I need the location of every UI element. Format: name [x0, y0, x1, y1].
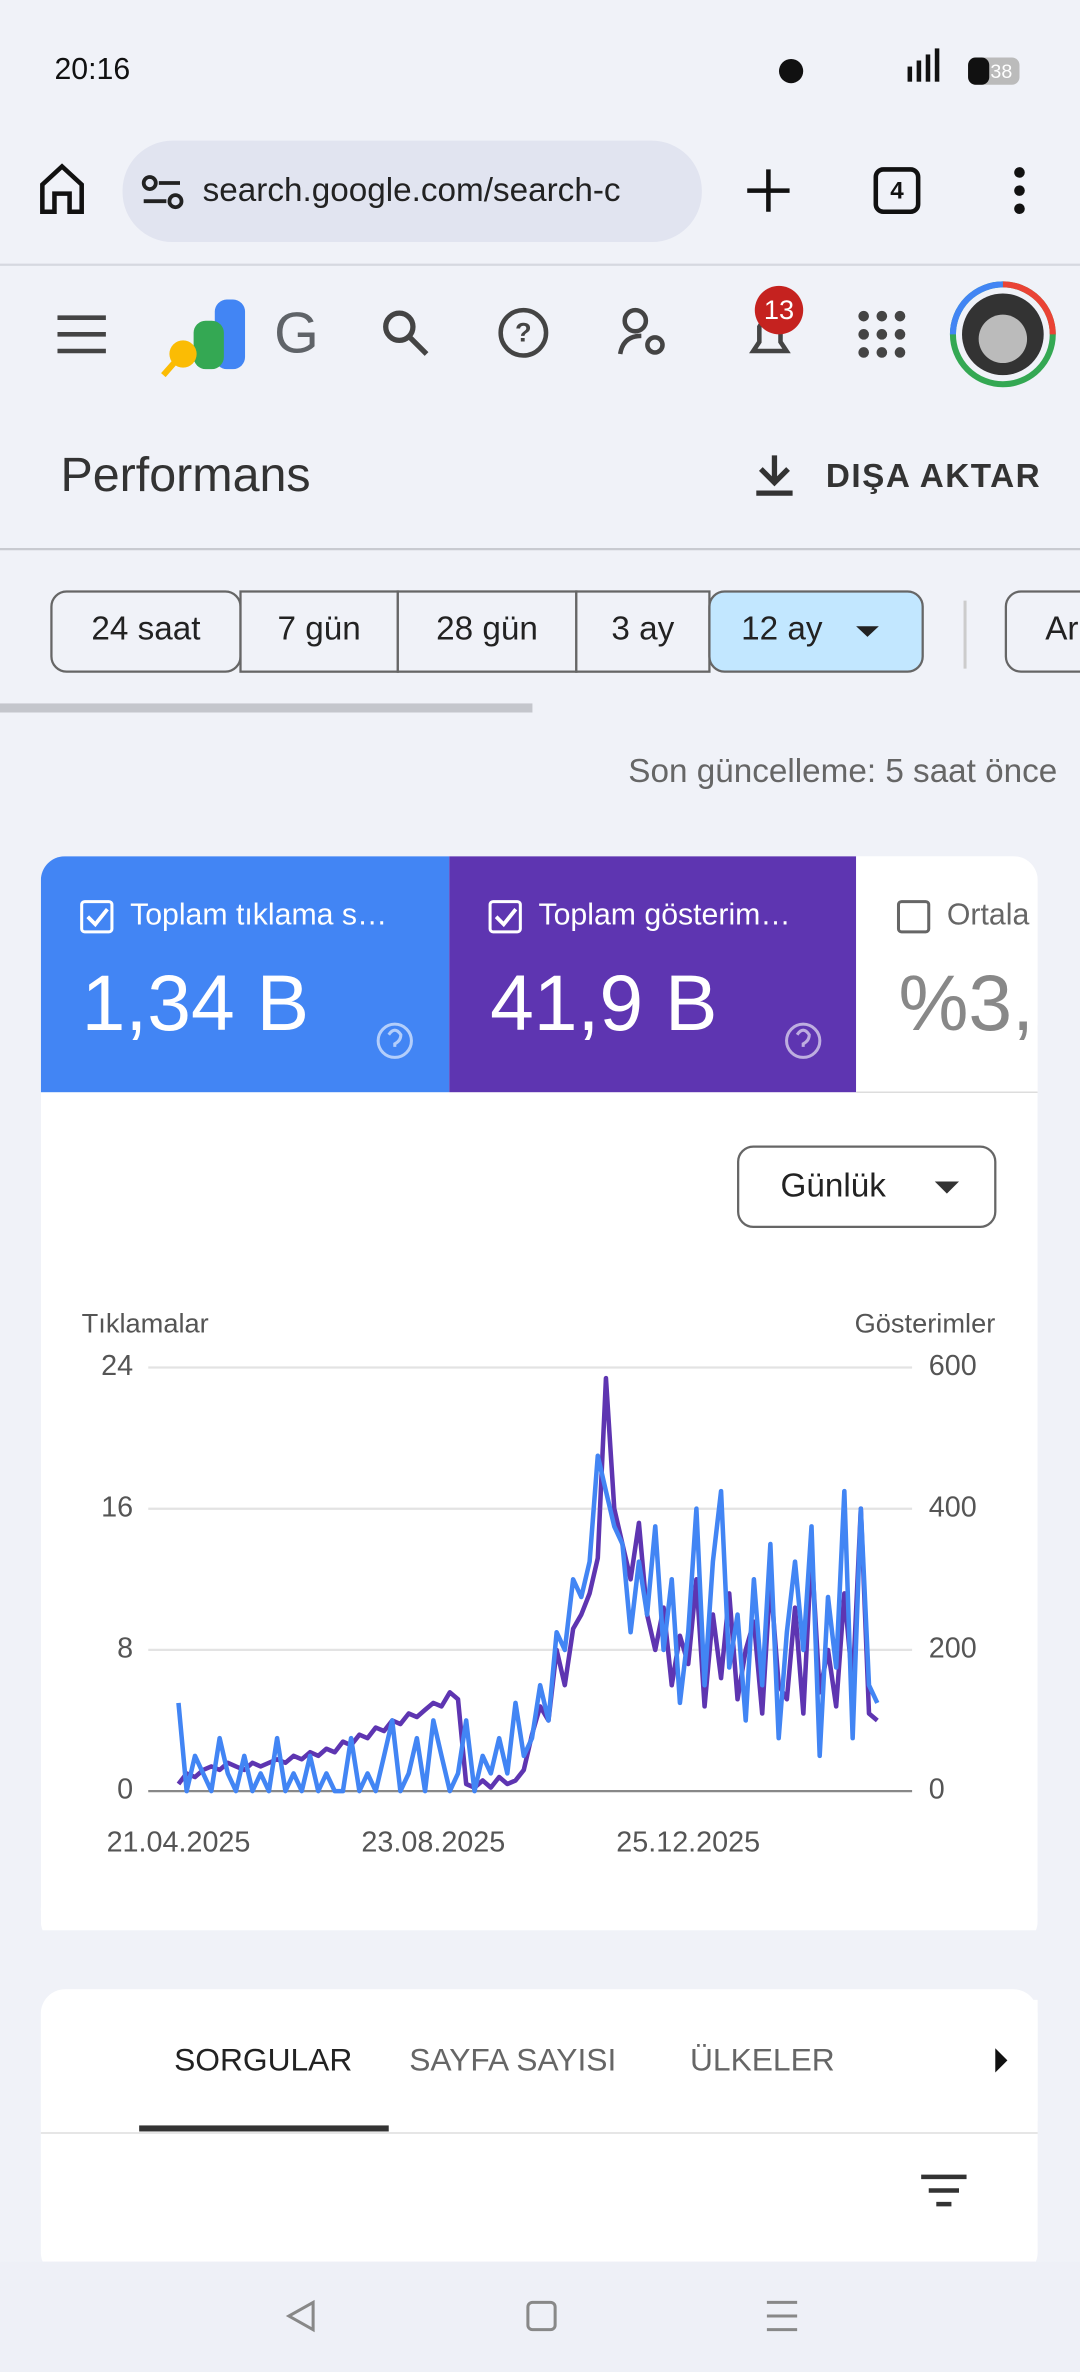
metric-value[interactable]: 41,9 B [490, 959, 717, 1047]
help-icon[interactable] [376, 1022, 413, 1059]
settings-button[interactable] [617, 307, 665, 355]
apps-button[interactable] [858, 310, 906, 358]
series-line [176, 1453, 880, 1794]
tab[interactable]: SAYFA SAYISI [409, 2041, 616, 2077]
checkmark [494, 907, 518, 928]
scroll-indicator [0, 703, 533, 713]
y-tick-label: 0 [117, 1774, 133, 1806]
battery-level: 38 [990, 61, 1012, 83]
help-icon-mark [795, 1028, 811, 1047]
clock: 20:16 [54, 53, 130, 86]
tab[interactable]: ÜLKELER [690, 2041, 835, 2077]
tab-count[interactable]: 4 [890, 178, 904, 205]
menu-button[interactable] [1014, 167, 1025, 215]
y-axis-title: Tıklamalar [82, 1307, 209, 1338]
logo-letter: G [274, 302, 319, 366]
x-tick-label: 25.12.2025 [616, 1827, 760, 1859]
tab[interactable]: SORGULAR [174, 2041, 352, 2077]
y2-tick-label: 600 [929, 1350, 977, 1382]
export-icon[interactable] [756, 455, 793, 496]
range-chip-label[interactable]: 28 gün [436, 611, 538, 648]
dropdown-arrow[interactable] [856, 626, 879, 637]
range-chip[interactable] [1004, 590, 1080, 673]
y2-tick-label: 400 [929, 1491, 977, 1523]
granularity-label[interactable]: Günlük [781, 1167, 887, 1204]
recents-button[interactable] [766, 2300, 798, 2332]
y-tick-label: 16 [101, 1491, 133, 1523]
range-chip-label[interactable]: 3 ay [611, 611, 674, 648]
range-chips: 24 saat 7 gün 28 gün 3 ay 12 ay Ar [50, 590, 1080, 673]
status-icons [778, 48, 1020, 85]
range-chip-label[interactable]: 7 gün [278, 611, 361, 648]
notification-badge [754, 285, 804, 335]
checkmark [86, 907, 109, 928]
y-tick-label: 24 [101, 1350, 133, 1382]
url[interactable]: search.google.com/search-c [203, 172, 621, 209]
page-title: Performans [61, 448, 311, 502]
range-chip-label[interactable]: Ar [1045, 611, 1078, 648]
metric-card[interactable] [40, 856, 450, 1093]
last-updated: Son güncelleme: 5 saat önce [628, 753, 1057, 790]
x-tick-label: 21.04.2025 [107, 1827, 251, 1859]
url-bar[interactable] [122, 140, 702, 243]
checkbox[interactable] [488, 900, 522, 934]
granularity-select[interactable] [737, 1145, 997, 1228]
x-tick-label: 23.08.2025 [361, 1827, 505, 1859]
help-button[interactable]: ? [498, 307, 549, 358]
range-chip[interactable] [575, 590, 711, 673]
back-button[interactable] [285, 2299, 315, 2333]
metric-label[interactable]: Toplam tıklama s… [130, 899, 387, 932]
chart-card-bottom [40, 1890, 1038, 1928]
range-chip[interactable] [396, 590, 578, 673]
help-icon[interactable] [785, 1022, 822, 1059]
y2-tick-label: 0 [929, 1774, 945, 1806]
nav-menu[interactable] [57, 315, 106, 354]
metric-card[interactable] [449, 856, 857, 1093]
gsc-logo [161, 299, 246, 378]
site-settings-icon[interactable] [141, 175, 184, 210]
nav-bar [0, 2261, 1080, 2372]
notification-count: 13 [764, 294, 794, 325]
checkbox[interactable] [896, 900, 931, 934]
checkbox[interactable] [80, 900, 114, 934]
metric-value[interactable]: 1,34 B [82, 959, 309, 1047]
metric-value[interactable]: %3,2 [898, 959, 1077, 1047]
tab-switcher[interactable] [873, 167, 921, 215]
dropdown-arrow[interactable] [934, 1181, 959, 1194]
export-button[interactable]: DIŞA AKTAR [826, 458, 1041, 495]
search-button[interactable] [383, 310, 429, 356]
account-avatar[interactable] [949, 281, 1056, 388]
range-chip-label[interactable]: 12 ay [741, 611, 823, 648]
home-nav[interactable] [526, 2300, 557, 2332]
active-tab-indicator [139, 2125, 389, 2132]
metric-card[interactable] [856, 856, 1053, 1093]
svg-text:?: ? [515, 317, 532, 348]
new-tab[interactable] [747, 169, 790, 212]
tab-scroll[interactable] [936, 1999, 1038, 2121]
range-chip-label[interactable]: 24 saat [91, 611, 200, 648]
range-chip[interactable] [708, 590, 924, 673]
y-tick-label: 8 [117, 1633, 133, 1665]
metric-label[interactable]: Toplam gösterim… [538, 899, 790, 932]
y2-axis-title: Gösterimler [855, 1307, 996, 1338]
home-button[interactable] [40, 163, 84, 215]
tab-scroll-arrow[interactable] [995, 2048, 1008, 2073]
filter-button[interactable] [921, 2174, 967, 2207]
y2-tick-label: 200 [929, 1633, 977, 1665]
metric-label[interactable]: Ortala [947, 899, 1030, 932]
help-icon-mark [387, 1028, 403, 1047]
